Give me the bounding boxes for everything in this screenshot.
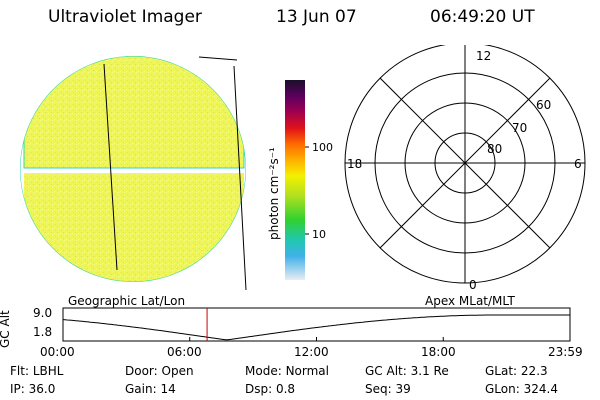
status-seq: Seq: 39 bbox=[365, 382, 411, 396]
colorbar-label: photon cm⁻²s⁻¹ bbox=[267, 147, 281, 240]
colorbar: 100 10 photon cm⁻²s⁻¹ bbox=[267, 80, 333, 280]
colorbar-gradient bbox=[285, 80, 305, 280]
x-tick-1200: 12:00 bbox=[294, 345, 329, 359]
mlt-label-18: 18 bbox=[347, 157, 362, 171]
date-label: 13 Jun 07 bbox=[276, 7, 357, 27]
altitude-curve bbox=[62, 314, 570, 341]
meridian-line bbox=[198, 56, 238, 61]
geographic-label: Geographic Lat/Lon bbox=[68, 294, 186, 308]
disk-lower-half bbox=[24, 173, 244, 282]
time-label: 06:49:20 UT bbox=[430, 7, 535, 27]
meridian-line bbox=[103, 63, 118, 271]
lat-label-70: 70 bbox=[512, 121, 527, 135]
apex-label: Apex MLat/MLT bbox=[425, 294, 515, 308]
disk-upper-half bbox=[23, 56, 245, 169]
altitude-plot bbox=[62, 307, 571, 342]
lat-label-60: 60 bbox=[536, 98, 551, 112]
polar-plot: 12 0 18 6 80 70 60 bbox=[344, 45, 586, 292]
lat-label-80: 80 bbox=[487, 142, 502, 156]
status-glon: GLon: 324.4 bbox=[485, 382, 558, 396]
x-tick-0000: 00:00 bbox=[40, 345, 75, 359]
colorbar-tick-100: 100 bbox=[312, 141, 333, 154]
mlt-label-0: 0 bbox=[469, 278, 477, 292]
meridian-line bbox=[233, 65, 247, 291]
status-flt: Flt: LBHL bbox=[10, 364, 64, 378]
y-tick-min: 1.8 bbox=[33, 325, 53, 339]
status-dsp: Dsp: 0.8 bbox=[245, 382, 296, 396]
mlt-label-12: 12 bbox=[476, 49, 491, 63]
gc-alt-axis-label: GC Alt bbox=[0, 310, 12, 348]
mlt-label-6: 6 bbox=[574, 157, 582, 171]
colorbar-tick-10: 10 bbox=[312, 228, 326, 241]
status-mode: Mode: Normal bbox=[245, 364, 329, 378]
status-gain: Gain: 14 bbox=[125, 382, 176, 396]
app-title: Ultraviolet Imager bbox=[48, 7, 202, 27]
y-tick-max: 9.0 bbox=[33, 306, 53, 320]
status-door: Door: Open bbox=[125, 364, 194, 378]
x-tick-1800: 18:00 bbox=[421, 345, 456, 359]
altitude-plot-frame bbox=[62, 307, 571, 342]
uv-image bbox=[20, 56, 247, 291]
status-gc-alt: GC Alt: 3.1 Re bbox=[365, 364, 449, 378]
status-glat: GLat: 22.3 bbox=[485, 364, 548, 378]
x-tick-2359: 23:59 bbox=[548, 345, 583, 359]
status-ip: IP: 36.0 bbox=[10, 382, 56, 396]
x-tick-0600: 06:00 bbox=[167, 345, 202, 359]
